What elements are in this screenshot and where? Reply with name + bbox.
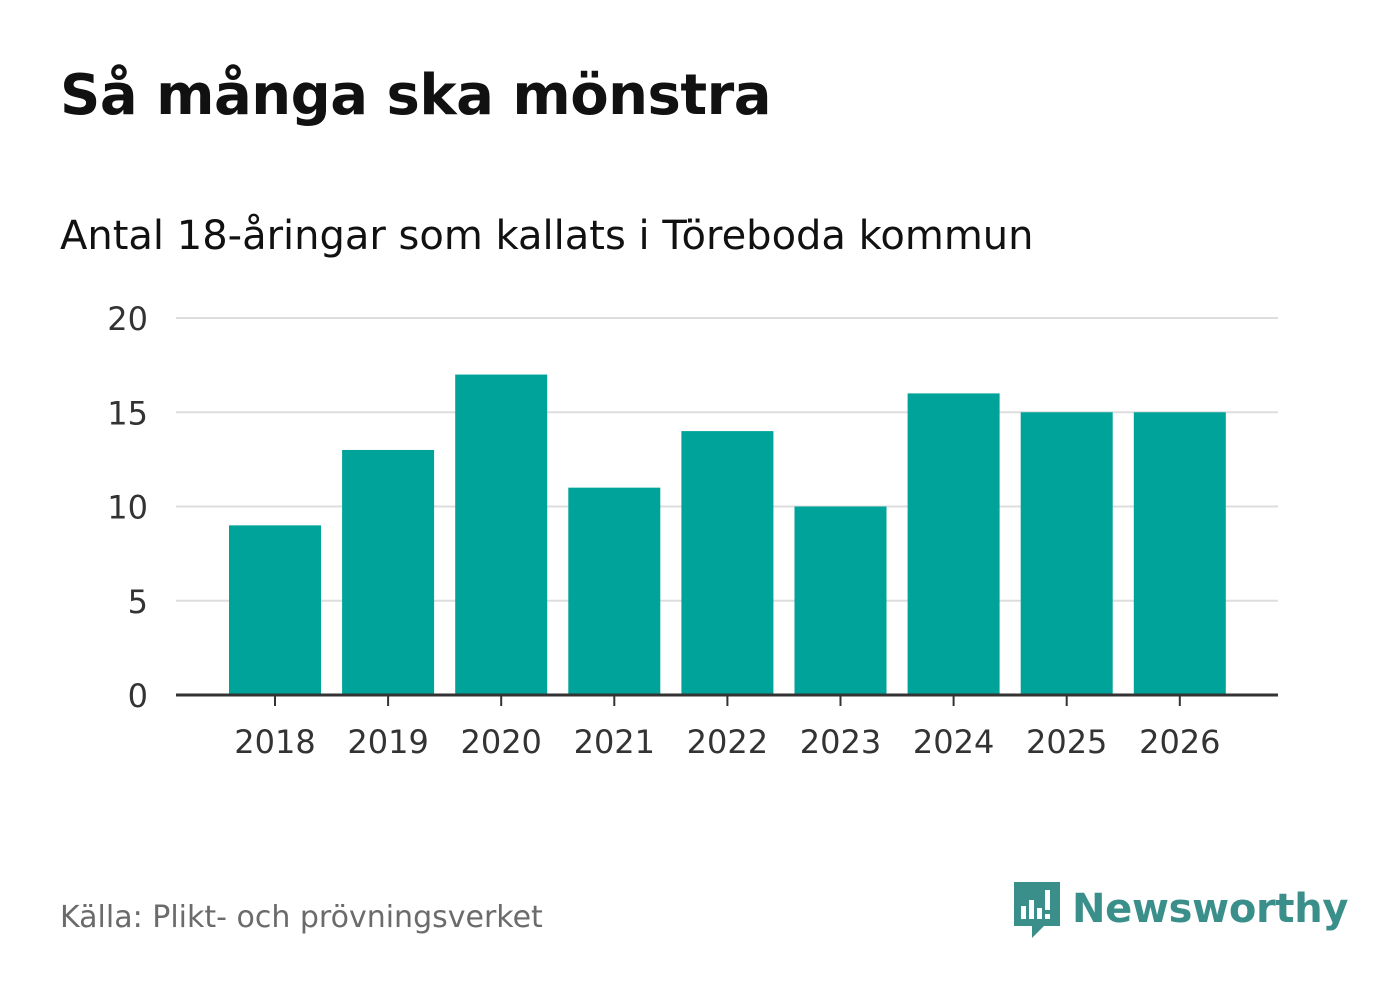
newsworthy-chart-bubble-icon [1014, 882, 1060, 938]
x-tick-label: 2018 [234, 723, 315, 761]
y-tick-label: 10 [107, 489, 148, 527]
y-tick-label: 0 [128, 677, 148, 715]
y-tick-label: 20 [107, 300, 148, 338]
x-tick-label: 2022 [687, 723, 768, 761]
bar-2026 [1133, 412, 1226, 695]
bar-2024 [907, 393, 1000, 695]
bar-2018 [229, 525, 321, 695]
bar-2022 [681, 431, 774, 695]
chart-title: Så många ska mönstra [60, 63, 772, 128]
y-tick-label: 15 [107, 394, 148, 432]
brand-logo: Newsworthy [1010, 878, 1349, 940]
bar-2021 [568, 487, 661, 695]
x-tick-label: 2023 [800, 723, 881, 761]
bar-2019 [342, 449, 435, 695]
bar-2025 [1020, 412, 1113, 695]
bar-chart: 0 5 10 15 20 2018 2019 2020 2021 2022 2023 2024 2025… [107, 300, 1278, 761]
x-tick-label: 2020 [460, 723, 541, 761]
x-tick-label: 2021 [574, 723, 655, 761]
x-tick-label: 2019 [347, 723, 428, 761]
x-tick-label: 2025 [1026, 723, 1107, 761]
source-note: Källa: Plikt- och prövningsverket [60, 900, 543, 935]
x-tick-label: 2024 [913, 723, 994, 761]
chart-subtitle: Antal 18-åringar som kallats i Töreboda … [60, 213, 1034, 259]
brand-name: Newsworthy [1072, 886, 1349, 932]
bar-2023 [794, 506, 887, 695]
y-tick-label: 5 [128, 583, 148, 621]
bar-2020 [455, 374, 548, 695]
x-tick-label: 2026 [1139, 723, 1220, 761]
